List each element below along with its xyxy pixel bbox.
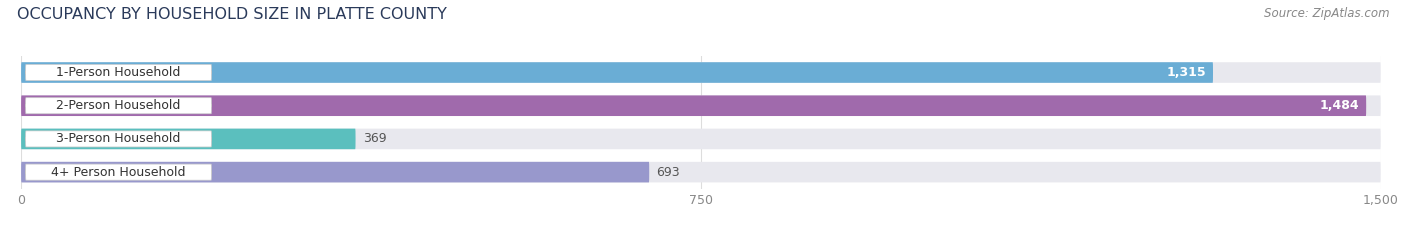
Text: 1,315: 1,315 — [1166, 66, 1206, 79]
FancyBboxPatch shape — [25, 164, 211, 180]
Text: OCCUPANCY BY HOUSEHOLD SIZE IN PLATTE COUNTY: OCCUPANCY BY HOUSEHOLD SIZE IN PLATTE CO… — [17, 7, 447, 22]
FancyBboxPatch shape — [21, 96, 1381, 116]
Text: 693: 693 — [657, 166, 681, 179]
FancyBboxPatch shape — [21, 62, 1381, 83]
Text: 2-Person Household: 2-Person Household — [56, 99, 181, 112]
Text: 3-Person Household: 3-Person Household — [56, 132, 181, 145]
FancyBboxPatch shape — [21, 162, 650, 182]
FancyBboxPatch shape — [21, 162, 1381, 182]
FancyBboxPatch shape — [21, 96, 1367, 116]
Text: Source: ZipAtlas.com: Source: ZipAtlas.com — [1264, 7, 1389, 20]
FancyBboxPatch shape — [25, 65, 211, 81]
FancyBboxPatch shape — [21, 129, 356, 149]
Text: 1-Person Household: 1-Person Household — [56, 66, 181, 79]
FancyBboxPatch shape — [21, 62, 1213, 83]
Text: 369: 369 — [363, 132, 387, 145]
FancyBboxPatch shape — [25, 98, 211, 114]
FancyBboxPatch shape — [21, 129, 1381, 149]
Text: 4+ Person Household: 4+ Person Household — [51, 166, 186, 179]
Text: 1,484: 1,484 — [1319, 99, 1360, 112]
FancyBboxPatch shape — [25, 131, 211, 147]
